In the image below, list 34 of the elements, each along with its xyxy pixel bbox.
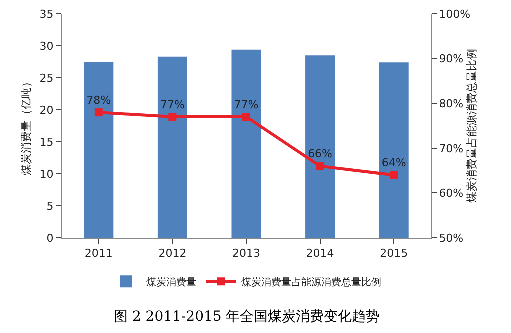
- x-tick-label: 2014: [306, 247, 334, 260]
- data-label: 66%: [308, 148, 333, 161]
- data-label: 77%: [160, 98, 185, 112]
- y2-tick-label: 100%: [439, 8, 471, 21]
- x-tick-label: 2015: [380, 247, 408, 260]
- data-label: 64%: [382, 156, 406, 170]
- y2-tick-label: 50%: [439, 232, 464, 245]
- y2-axis-title: 煤炭消费量占能源消费总量比例: [466, 49, 479, 203]
- y-tick-label: 20: [40, 104, 54, 117]
- point: [316, 162, 324, 170]
- point: [242, 113, 250, 122]
- x-tick-label: 2011: [84, 247, 113, 260]
- y2-tick-label: 90%: [439, 52, 464, 66]
- data-label: 77%: [234, 98, 259, 112]
- y-tick-label: 35: [40, 8, 54, 21]
- y2-tick-label: 80%: [439, 97, 464, 110]
- point: [390, 171, 398, 180]
- data-label: 78%: [86, 94, 112, 107]
- y-tick-label: 0: [46, 232, 54, 245]
- y2-tick-label: 60%: [439, 187, 464, 200]
- x-tick-label: 2013: [232, 247, 260, 260]
- text: 图 2 2011-2015 年全国煤炭消费变化趋势: [114, 309, 380, 325]
- y-tick-label: 10: [40, 168, 54, 181]
- legend-label: 煤炭消费量: [146, 276, 196, 289]
- y-tick-label: 15: [40, 136, 54, 149]
- y-tick-label: 25: [40, 72, 54, 85]
- y-tick-label: 5: [46, 200, 54, 213]
- x-tick-label: 2012: [158, 247, 187, 260]
- legend-label: 煤炭消费量占能源消费总量比例: [242, 276, 382, 289]
- point: [94, 108, 103, 117]
- y-axis-title: 煤炭消费量（亿吨）: [20, 76, 33, 176]
- y2-tick-label: 70%: [439, 142, 464, 156]
- y-tick-label: 30: [40, 40, 54, 53]
- point: [168, 113, 177, 122]
